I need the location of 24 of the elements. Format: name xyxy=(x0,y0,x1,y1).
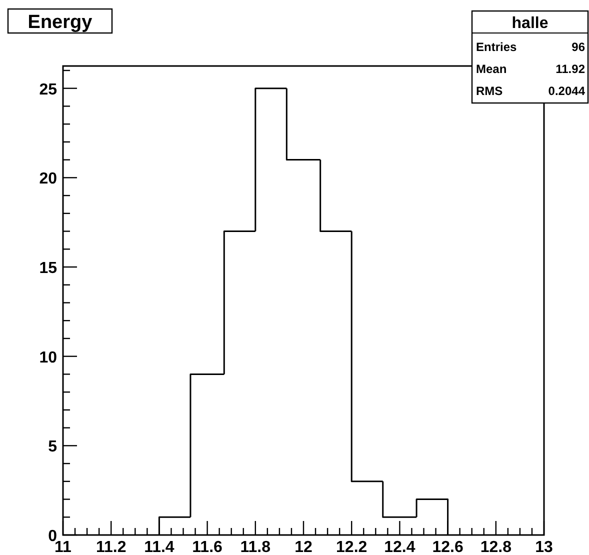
x-tick-label: 11.8 xyxy=(240,539,271,555)
x-tick-label: 12 xyxy=(294,539,312,555)
y-tick-label: 5 xyxy=(48,438,58,456)
y-tick-label: 20 xyxy=(39,170,58,188)
text: halle xyxy=(512,15,548,32)
y-tick-label: 10 xyxy=(39,349,58,366)
text: 0.2044 xyxy=(548,84,586,98)
chart-title: Energy xyxy=(28,12,93,33)
x-tick-label: 11 xyxy=(54,539,72,555)
x-tick-label: 11.2 xyxy=(96,539,126,555)
annotation: Mean xyxy=(476,62,507,76)
annotation: RMS xyxy=(476,84,503,98)
x-tick-label: 11.6 xyxy=(192,539,223,555)
x-tick-label: 12.4 xyxy=(384,539,416,555)
x-tick-label: 12.8 xyxy=(480,539,512,555)
x-tick-label: 13 xyxy=(535,539,553,555)
x-tick-label: 12.6 xyxy=(432,539,464,555)
x-tick-label: 12.2 xyxy=(336,539,368,555)
text: 11.92 xyxy=(556,62,586,76)
y-tick-label: 25 xyxy=(39,81,58,98)
x-tick-label: 11.4 xyxy=(144,539,174,555)
y-tick-label: 15 xyxy=(39,260,58,277)
text: 96 xyxy=(572,40,586,54)
text: Entries xyxy=(476,40,518,54)
